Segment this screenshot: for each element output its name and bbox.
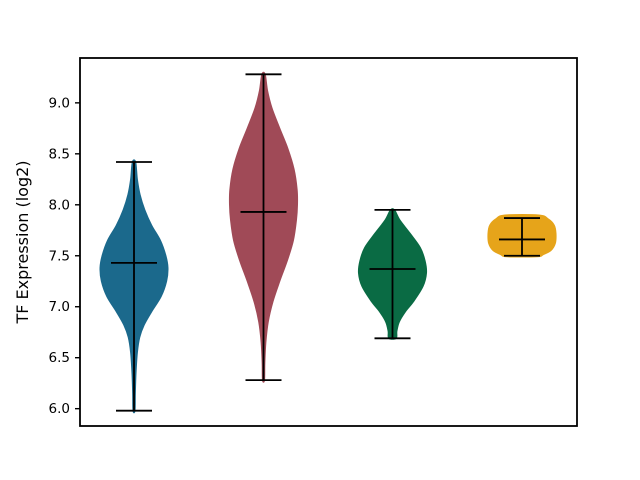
y-tick-label: 6.5 bbox=[49, 350, 70, 366]
y-tick-label: 7.5 bbox=[49, 248, 70, 264]
y-tick-label: 8.5 bbox=[49, 146, 70, 162]
plot-border bbox=[79, 57, 578, 427]
y-tick-label: 7.0 bbox=[49, 299, 70, 315]
y-tick-label: 9.0 bbox=[49, 95, 70, 111]
y-axis-label: TF Expression (log2) bbox=[13, 160, 32, 324]
y-tick-label: 8.0 bbox=[49, 197, 70, 213]
y-tick-label: 6.0 bbox=[49, 401, 70, 417]
